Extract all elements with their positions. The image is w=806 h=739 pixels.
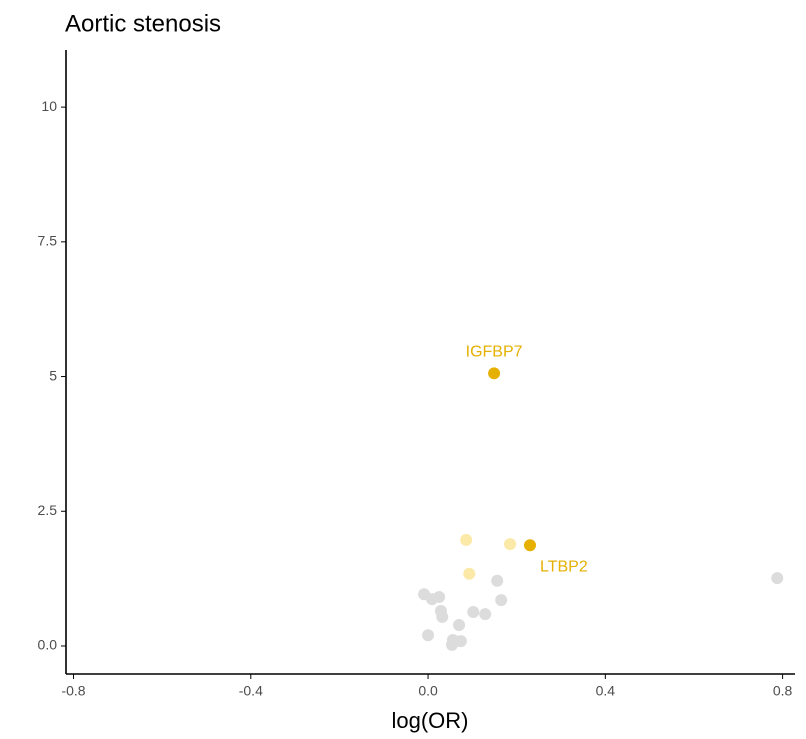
x-axis-label: log(OR)	[391, 708, 468, 733]
point	[523, 539, 536, 552]
y-tick-label: 0.0	[38, 637, 58, 653]
x-tick-label: 0.4	[596, 683, 616, 699]
point	[453, 618, 466, 631]
point	[479, 608, 492, 621]
point-label: IGFBP7	[466, 344, 523, 361]
x-tick-label: 0.8	[773, 683, 793, 699]
point	[495, 594, 508, 607]
point-label: LTBP2	[540, 558, 588, 575]
point	[467, 606, 480, 619]
y-tick-label: 2.5	[38, 502, 58, 518]
point	[422, 629, 435, 642]
point	[491, 574, 504, 587]
point	[771, 572, 784, 585]
point	[488, 367, 501, 380]
y-tick-label: 5	[49, 367, 57, 383]
point	[433, 590, 446, 603]
point	[463, 567, 476, 580]
x-tick-label: -0.4	[239, 683, 263, 699]
point	[436, 610, 449, 623]
x-tick-label: -0.8	[61, 683, 85, 699]
y-tick-label: 7.5	[38, 233, 58, 249]
point	[460, 533, 473, 546]
y-tick-label: 10	[41, 98, 57, 114]
point	[504, 538, 517, 551]
point	[445, 638, 458, 651]
chart-title: Aortic stenosis	[65, 10, 221, 37]
x-tick-label: 0.0	[418, 683, 438, 699]
